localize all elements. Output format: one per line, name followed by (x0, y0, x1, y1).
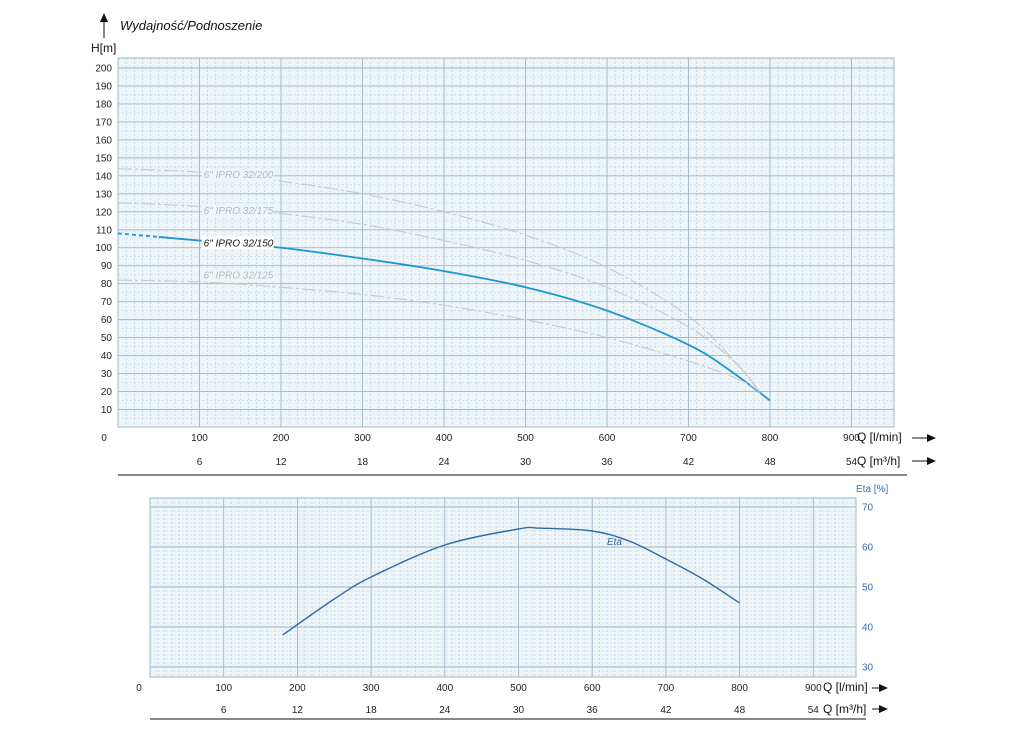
x-tick-label: 100 (215, 683, 232, 694)
y-tick-label: 180 (95, 99, 112, 110)
y-tick-label: 40 (101, 351, 113, 362)
x2-tick-label: 12 (292, 705, 304, 716)
y-tick-label: 80 (101, 279, 113, 290)
x2-tick-label: 42 (660, 705, 672, 716)
y-tick-label: 20 (101, 387, 113, 398)
series-label-bg (201, 203, 274, 217)
x2-axis-arrow (872, 705, 888, 713)
series-label-bg (201, 168, 274, 182)
x-tick-label: 600 (599, 433, 616, 444)
grid (150, 498, 856, 677)
x-tick-label: 900 (805, 683, 822, 694)
series-labels: 6" IPRO 32/200 6" IPRO 32/175 6" IPRO 32/1… (201, 168, 274, 282)
y-tick-label: 150 (95, 153, 112, 164)
series-label: 6" IPRO 32/125 (204, 271, 274, 282)
efficiency-chart: Eta [%] 30 40 50 60 70 0 100 200 300 400 500 600 70… (136, 484, 888, 720)
x-tick-labels: 0 100 200 300 400 500 600 700 800 900 6 12 18 24 30 36 4… (136, 683, 822, 716)
y-tick-label: 120 (95, 207, 112, 218)
x2-tick-label: 24 (438, 457, 450, 468)
x-tick-label: 100 (191, 433, 208, 444)
x-axis-label: Q [l/min] (823, 680, 868, 694)
x2-tick-label: 42 (683, 457, 695, 468)
x2-tick-label: 36 (601, 457, 613, 468)
x-tick-label: 800 (731, 683, 748, 694)
y-tick-labels: 30 40 50 60 70 (862, 503, 874, 674)
x-tick-label: 500 (517, 433, 534, 444)
x2-tick-label: 6 (197, 457, 203, 468)
series-line (282, 526, 740, 636)
y-tick-label: 200 (95, 64, 112, 75)
x2-tick-label: 48 (764, 457, 776, 468)
series-label: Eta (607, 537, 622, 548)
y-tick-label: 140 (95, 171, 112, 182)
y-tick-label: 60 (862, 543, 874, 554)
x-tick-labels: 0 100 200 300 400 500 600 700 800 900 6 12 18 24 30 36 4… (101, 433, 860, 468)
x-tick-label: 0 (101, 433, 107, 444)
x2-tick-label: 18 (366, 705, 378, 716)
x-tick-label: 0 (136, 683, 142, 694)
y-tick-label: 160 (95, 135, 112, 146)
x2-tick-label: 54 (808, 705, 820, 716)
x2-tick-label: 48 (734, 705, 746, 716)
x2-tick-label: 30 (513, 705, 525, 716)
y-axis-label: Eta [%] (856, 484, 888, 495)
x-tick-label: 300 (354, 433, 371, 444)
y-axis-arrow (100, 13, 108, 38)
x2-axis-arrow (912, 457, 936, 465)
x-tick-label: 400 (436, 683, 453, 694)
x-axis-arrow (872, 684, 888, 692)
series-label: 6" IPRO 32/200 (204, 170, 274, 181)
x-tick-label: 900 (843, 433, 860, 444)
x2-axis-label: Q [m³/h] (823, 702, 866, 716)
x-tick-label: 700 (680, 433, 697, 444)
x-tick-label: 700 (658, 683, 675, 694)
x2-tick-label: 24 (439, 705, 451, 716)
series-line (117, 279, 763, 396)
y-tick-label: 90 (101, 261, 113, 272)
x2-tick-label: 12 (275, 457, 287, 468)
y-tick-label: 130 (95, 189, 112, 200)
y-axis-label: H[m] (91, 41, 116, 55)
x-tick-label: 800 (762, 433, 779, 444)
series-line-dashed (117, 232, 159, 238)
y-tick-label: 100 (95, 243, 112, 254)
y-tick-label: 110 (96, 225, 112, 236)
x2-tick-label: 54 (846, 457, 858, 468)
y-tick-label: 30 (862, 663, 874, 674)
y-tick-label: 60 (101, 315, 113, 326)
y-tick-labels: 10 20 30 40 50 60 70 80 90 100 110 120 130 140 150 160 1… (95, 64, 112, 417)
series-label: 6" IPRO 32/150 (204, 238, 274, 249)
series-group (282, 526, 740, 636)
x-tick-label: 200 (289, 683, 306, 694)
y-tick-label: 30 (101, 369, 113, 380)
y-tick-label: 50 (101, 333, 113, 344)
y-tick-label: 70 (862, 503, 874, 514)
x2-tick-label: 30 (520, 457, 532, 468)
x-tick-label: 600 (584, 683, 601, 694)
y-tick-label: 70 (101, 297, 113, 308)
x2-axis-label: Q [m³/h] (857, 454, 900, 468)
series-label: 6" IPRO 32/175 (204, 206, 274, 217)
x2-tick-label: 6 (221, 705, 227, 716)
x2-tick-label: 36 (587, 705, 599, 716)
x-axis-label: Q [l/min] (857, 430, 902, 444)
y-tick-label: 50 (862, 583, 874, 594)
x-tick-label: 400 (436, 433, 453, 444)
series-label-bg (201, 268, 274, 282)
x-tick-label: 200 (273, 433, 290, 444)
x-tick-label: 500 (510, 683, 527, 694)
x-tick-label: 300 (363, 683, 380, 694)
chart-title: Wydajność/Podnoszenie (120, 18, 262, 33)
plot-area (149, 497, 857, 678)
series-labels: Eta (607, 537, 622, 548)
series-label-bg (201, 236, 274, 250)
head-chart: Wydajność/Podnoszenie H[m] 1020304050607… (91, 13, 936, 476)
y-tick-label: 40 (862, 623, 874, 634)
x-axis-arrow (912, 434, 936, 442)
y-tick-label: 190 (95, 81, 112, 92)
y-tick-label: 10 (101, 405, 113, 416)
y-tick-label: 170 (95, 117, 112, 128)
x2-tick-label: 18 (357, 457, 369, 468)
